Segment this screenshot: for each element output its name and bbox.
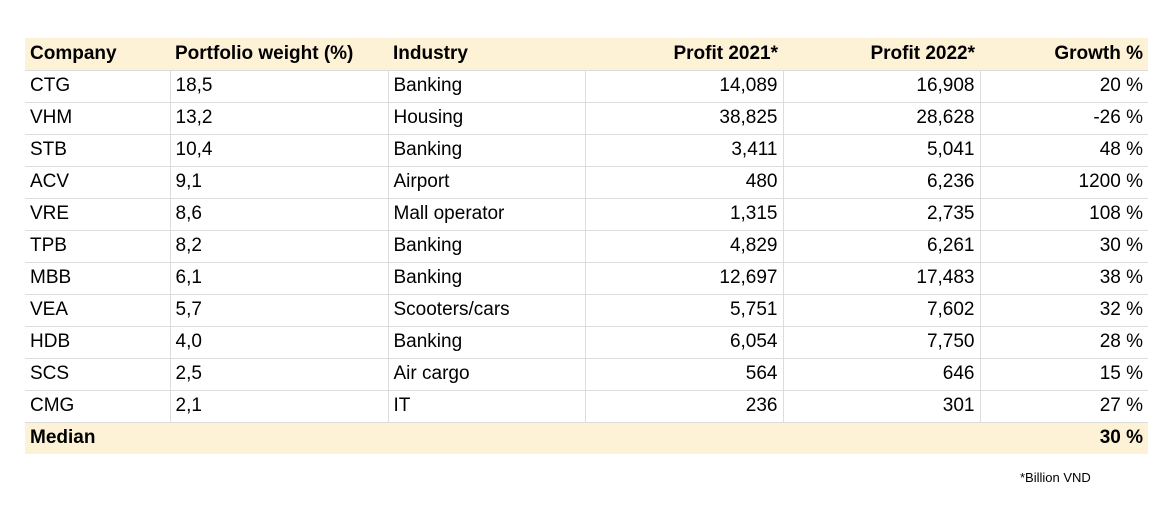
table-cell: Air cargo bbox=[387, 357, 586, 391]
table-row: HDB 4,0 Banking 6,054 7,750 28 % bbox=[25, 325, 1148, 359]
table-cell: 13,2 bbox=[169, 101, 389, 135]
empty-cell bbox=[170, 422, 388, 454]
table-cell: 28 % bbox=[979, 325, 1148, 359]
table-cell: VHM bbox=[25, 101, 171, 135]
table-cell: 8,2 bbox=[169, 229, 389, 263]
table-cell: STB bbox=[25, 133, 171, 167]
table-cell: Banking bbox=[387, 229, 586, 263]
empty-cell bbox=[585, 422, 783, 454]
table-row: CMG 2,1 IT 236 301 27 % bbox=[25, 389, 1148, 423]
table-cell: 2,5 bbox=[169, 357, 389, 391]
table-cell: Banking bbox=[387, 325, 586, 359]
table-cell: 18,5 bbox=[169, 69, 389, 103]
empty-cell bbox=[388, 422, 585, 454]
table-cell: 10,4 bbox=[169, 133, 389, 167]
table-row: ACV 9,1 Airport 480 6,236 1200 % bbox=[25, 165, 1148, 199]
table-cell: 17,483 bbox=[782, 261, 981, 295]
portfolio-table: Company Portfolio weight (%) Industry Profi… bbox=[25, 38, 1148, 454]
empty-cell bbox=[783, 422, 980, 454]
table-cell: CTG bbox=[25, 69, 171, 103]
table-cell: 301 bbox=[782, 389, 981, 423]
table-cell: 6,054 bbox=[584, 325, 784, 359]
table-cell: 2,1 bbox=[169, 389, 389, 423]
column-header: Profit 2022* bbox=[783, 38, 980, 70]
table-cell: 236 bbox=[584, 389, 784, 423]
column-header: Growth % bbox=[980, 38, 1148, 70]
table-cell: 6,1 bbox=[169, 261, 389, 295]
table-cell: 28,628 bbox=[782, 101, 981, 135]
table-cell: 6,261 bbox=[782, 229, 981, 263]
table-cell: 5,041 bbox=[782, 133, 981, 167]
table-cell: 38 % bbox=[979, 261, 1148, 295]
table-row: MBB 6,1 Banking 12,697 17,483 38 % bbox=[25, 261, 1148, 295]
table-cell: 38,825 bbox=[584, 101, 784, 135]
table-cell: Scooters/cars bbox=[387, 293, 586, 327]
table-cell: SCS bbox=[25, 357, 171, 391]
table-cell: 5,751 bbox=[584, 293, 784, 327]
table-cell: 4,829 bbox=[584, 229, 784, 263]
table-cell: 16,908 bbox=[782, 69, 981, 103]
table-row: VEA 5,7 Scooters/cars 5,751 7,602 32 % bbox=[25, 293, 1148, 327]
table-cell: MBB bbox=[25, 261, 171, 295]
table-cell: 15 % bbox=[979, 357, 1148, 391]
table-cell: CMG bbox=[25, 389, 171, 423]
table-cell: 32 % bbox=[979, 293, 1148, 327]
table-row: SCS 2,5 Air cargo 564 646 15 % bbox=[25, 357, 1148, 391]
table-cell: 12,697 bbox=[584, 261, 784, 295]
footnote: *Billion VND bbox=[1020, 470, 1091, 485]
table-cell: Airport bbox=[387, 165, 586, 199]
table-cell: Banking bbox=[387, 133, 586, 167]
table-cell: TPB bbox=[25, 229, 171, 263]
table-footer: Median 30 % bbox=[25, 422, 1148, 454]
median-row: Median 30 % bbox=[25, 422, 1148, 454]
table-cell: Banking bbox=[387, 69, 586, 103]
table-cell: 20 % bbox=[979, 69, 1148, 103]
median-growth: 30 % bbox=[980, 422, 1148, 454]
table-body: CTG 18,5 Banking 14,089 16,908 20 % VHM 13,2 Hou… bbox=[25, 69, 1148, 423]
table-cell: 1200 % bbox=[979, 165, 1148, 199]
table-cell: 108 % bbox=[979, 197, 1148, 231]
table-header: Company Portfolio weight (%) Industry Profi… bbox=[25, 38, 1148, 70]
table-cell: 9,1 bbox=[169, 165, 389, 199]
column-header: Profit 2021* bbox=[585, 38, 783, 70]
table-cell: 480 bbox=[584, 165, 784, 199]
median-label: Median bbox=[25, 422, 170, 454]
column-header: Company bbox=[25, 38, 170, 70]
table-cell: HDB bbox=[25, 325, 171, 359]
table-cell: 3,411 bbox=[584, 133, 784, 167]
table-row: CTG 18,5 Banking 14,089 16,908 20 % bbox=[25, 69, 1148, 103]
table-row: TPB 8,2 Banking 4,829 6,261 30 % bbox=[25, 229, 1148, 263]
table-cell: 14,089 bbox=[584, 69, 784, 103]
table-cell: 7,750 bbox=[782, 325, 981, 359]
table-cell: 7,602 bbox=[782, 293, 981, 327]
table-cell: Mall operator bbox=[387, 197, 586, 231]
table-cell: 8,6 bbox=[169, 197, 389, 231]
table-cell: 646 bbox=[782, 357, 981, 391]
table-cell: 6,236 bbox=[782, 165, 981, 199]
table-row: VRE 8,6 Mall operator 1,315 2,735 108 % bbox=[25, 197, 1148, 231]
table-cell: -26 % bbox=[979, 101, 1148, 135]
table-cell: ACV bbox=[25, 165, 171, 199]
column-header: Industry bbox=[388, 38, 585, 70]
header-row: Company Portfolio weight (%) Industry Profi… bbox=[25, 38, 1148, 70]
table-cell: Banking bbox=[387, 261, 586, 295]
table-cell: 48 % bbox=[979, 133, 1148, 167]
table-cell: 4,0 bbox=[169, 325, 389, 359]
table-cell: 2,735 bbox=[782, 197, 981, 231]
table-cell: 27 % bbox=[979, 389, 1148, 423]
table-cell: VEA bbox=[25, 293, 171, 327]
table-row: VHM 13,2 Housing 38,825 28,628 -26 % bbox=[25, 101, 1148, 135]
table-cell: 30 % bbox=[979, 229, 1148, 263]
table-cell: 564 bbox=[584, 357, 784, 391]
table-cell: VRE bbox=[25, 197, 171, 231]
table-cell: 1,315 bbox=[584, 197, 784, 231]
table-row: STB 10,4 Banking 3,411 5,041 48 % bbox=[25, 133, 1148, 167]
table-cell: Housing bbox=[387, 101, 586, 135]
table-cell: IT bbox=[387, 389, 586, 423]
table-cell: 5,7 bbox=[169, 293, 389, 327]
column-header: Portfolio weight (%) bbox=[170, 38, 388, 70]
